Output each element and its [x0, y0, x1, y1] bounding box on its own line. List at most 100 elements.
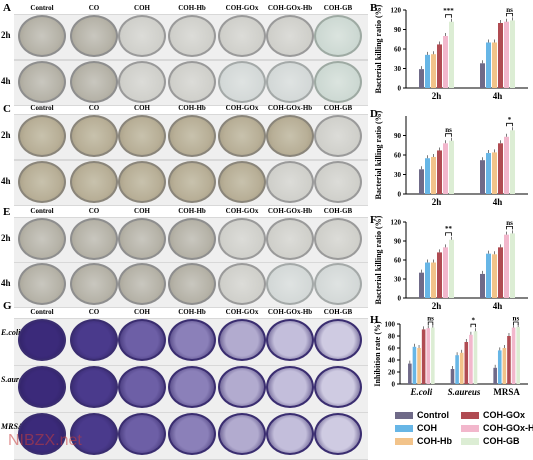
- chart-h-ytick-label-40: 40: [388, 357, 396, 365]
- petri-dish-a-4h-coh-gox: [218, 61, 266, 103]
- petri-dish-c-2h-coh-gox-hb: [266, 115, 314, 157]
- stained-well-mrsa-control: [18, 413, 66, 455]
- legend-swatch-coh-gb: [461, 438, 479, 446]
- stained-well-s-aureus-coh-gb: [314, 366, 362, 408]
- petri-dish-c-4h-co: [70, 161, 118, 203]
- chart-b-ytick-label-90: 90: [394, 26, 402, 34]
- chart-f-ylabel: Bacterial killing ratio (%): [374, 215, 383, 304]
- stained-well-mrsa-coh-gb: [314, 413, 362, 455]
- petri-dish-a-4h-coh-hb: [168, 61, 216, 103]
- chart-b-bar-4h-coh-gb: [510, 20, 515, 88]
- legend-item-coh-gox-hb: COH-GOx-Hb: [461, 423, 533, 435]
- panel-letter-h: H: [370, 314, 379, 326]
- chart-b-ytick-label-60: 60: [394, 46, 402, 54]
- chart-h-bar-s-aureus-coh-gb: [473, 331, 478, 384]
- chart-f-sig-bracket-0: [445, 232, 452, 236]
- petri-dish-c-2h-coh-hb: [168, 115, 216, 157]
- chart-f-category-2h: 2h: [432, 301, 442, 311]
- petri-dish-e-2h-coh-hb: [168, 218, 216, 260]
- column-header-e-coh: COH: [134, 207, 150, 215]
- chart-d-bar-4h-coh-gb: [510, 130, 515, 194]
- legend-swatch-coh-gox-hb: [461, 425, 479, 433]
- legend-swatch-coh: [395, 425, 413, 433]
- column-header-g-coh-gox: COH-GOx: [225, 308, 259, 316]
- chart-b-bar-4h-control: [480, 63, 485, 88]
- stained-well-e-coli-control: [18, 319, 66, 361]
- column-header-e-coh-gox: COH-GOx: [225, 207, 259, 215]
- column-header-c-control: Control: [30, 104, 54, 112]
- column-header-a-coh-hb: COH-Hb: [178, 4, 206, 12]
- petri-dish-a-2h-coh: [118, 15, 166, 57]
- chart-d-ytick-label-90: 90: [394, 132, 402, 140]
- chart-h-sig-label-0: ns: [427, 315, 434, 323]
- petri-dish-c-2h-control: [18, 115, 66, 157]
- petri-dish-a-2h-coh-hb: [168, 15, 216, 57]
- panel-letter-a: A: [3, 2, 11, 14]
- chart-h-bar-mrsa-coh-gox: [507, 336, 511, 384]
- column-header-c-coh-gox-hb: COH-GOx-Hb: [267, 104, 313, 112]
- petri-dish-e-4h-co: [70, 263, 118, 305]
- legend-label-coh-gox: COH-GOx: [483, 410, 526, 420]
- chart-h-sig-label-2: ns: [513, 315, 520, 323]
- chart-f-bar-2h-control: [419, 272, 424, 298]
- chart-b-bar-2h-coh: [425, 54, 430, 88]
- legend-label-control: Control: [417, 410, 449, 420]
- petri-dish-e-4h-control: [18, 263, 66, 305]
- petri-dish-a-2h-coh-gb: [314, 15, 362, 57]
- chart-h-sig-label-1: *: [471, 317, 475, 325]
- chart-h-ytick-label-0: 0: [392, 381, 396, 389]
- petri-dish-c-4h-coh-hb: [168, 161, 216, 203]
- chart-b: 0 30 60 90 120 Bacterial killing ratio (%) 2h 4…: [372, 0, 532, 111]
- chart-d-ytick-label-0: 0: [398, 191, 402, 199]
- column-header-g-co: CO: [88, 308, 100, 316]
- petri-dish-e-4h-coh-gb: [314, 263, 362, 305]
- chart-h-bar-mrsa-coh-hb: [502, 348, 507, 384]
- stained-well-e-coli-coh: [118, 319, 166, 361]
- column-header-a-coh-gox: COH-GOx: [225, 4, 259, 12]
- chart-d: 0 30 60 90 Bacterial killing ratio (%) 2h 4h ns…: [372, 106, 532, 217]
- stained-well-e-coli-coh-gb: [314, 319, 362, 361]
- chart-h-bar-e-coli-control: [408, 363, 412, 384]
- chart-d-bar-4h-control: [480, 160, 485, 194]
- chart-h-bar-s-aureus-coh-gox: [464, 342, 469, 384]
- chart-f-bar-4h-control: [480, 273, 485, 298]
- chart-h-bar-mrsa-coh: [497, 350, 502, 384]
- petri-dish-c-4h-coh-gox-hb: [266, 161, 314, 203]
- petri-dish-c-2h-coh: [118, 115, 166, 157]
- chart-h-bar-s-aureus-coh-gox-hb: [469, 334, 473, 384]
- column-header-c-coh-hb: COH-Hb: [178, 104, 206, 112]
- chart-b-ytick-label-120: 120: [391, 7, 402, 15]
- column-header-e-coh-hb: COH-Hb: [178, 207, 206, 215]
- legend-item-coh: COH: [395, 423, 437, 435]
- chart-h-category-s-aureus: S.aureus: [448, 387, 481, 397]
- stained-well-e-coli-coh-hb: [168, 319, 216, 361]
- chart-h-bar-e-coli-coh-gox: [421, 329, 426, 384]
- stained-well-e-coli-coh-gox-hb: [266, 319, 314, 361]
- stained-well-mrsa-coh-hb: [168, 413, 216, 455]
- chart-h-ytick-label-20: 20: [388, 369, 396, 377]
- chart-h-bar-e-coli-coh-gb: [431, 327, 435, 384]
- stained-well-s-aureus-co: [70, 366, 118, 408]
- legend-swatch-control: [395, 412, 413, 420]
- petri-dish-e-2h-co: [70, 218, 118, 260]
- column-header-c-coh-gb: COH-GB: [323, 104, 353, 112]
- legend-swatch-coh-hb: [395, 438, 413, 446]
- stained-well-mrsa-co: [70, 413, 118, 455]
- petri-dish-e-2h-coh-gox: [218, 218, 266, 260]
- column-header-c-co: CO: [88, 104, 100, 112]
- petri-dish-c-2h-co: [70, 115, 118, 157]
- legend-swatch-coh-gox: [461, 412, 479, 420]
- chart-h-bar-s-aureus-coh: [455, 355, 459, 384]
- chart-b-bar-2h-coh-gox: [437, 44, 442, 88]
- petri-dish-e-2h-control: [18, 218, 66, 260]
- petri-dish-e-4h-coh: [118, 263, 166, 305]
- column-header-e-control: Control: [30, 207, 54, 215]
- stained-well-mrsa-coh: [118, 413, 166, 455]
- stained-well-s-aureus-coh-gox: [218, 366, 266, 408]
- chart-f: 0 30 60 90 120 Bacterial killing ratio (%) 2h 4…: [372, 212, 532, 321]
- petri-dish-a-4h-co: [70, 61, 118, 103]
- legend-label-coh-hb: COH-Hb: [417, 436, 452, 446]
- petri-dish-c-4h-coh: [118, 161, 166, 203]
- panel-letter-f: F: [370, 214, 377, 226]
- chart-d-bar-2h-coh: [425, 158, 430, 194]
